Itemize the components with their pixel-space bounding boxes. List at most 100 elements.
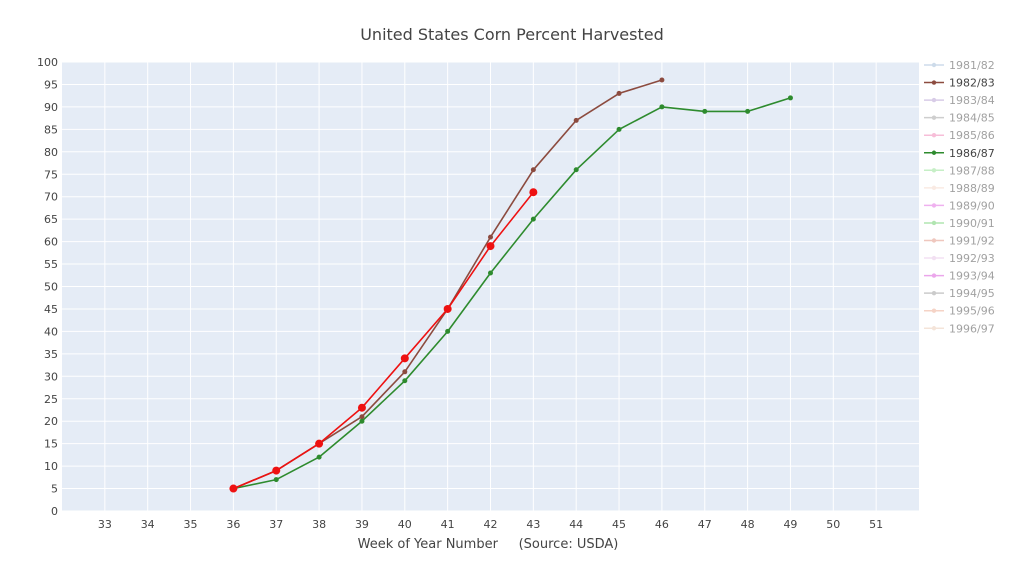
y-tick-label: 30	[44, 370, 58, 383]
legend-label: 1981/82	[949, 59, 995, 72]
legend-swatch-marker	[931, 203, 937, 208]
data-point	[400, 354, 409, 363]
y-tick-label: 40	[44, 325, 58, 338]
x-tick-label: 39	[355, 518, 369, 531]
data-point	[486, 242, 495, 251]
legend-label: 1994/95	[949, 287, 995, 300]
data-point	[573, 167, 579, 173]
legend-swatch-marker	[931, 326, 937, 331]
axis-ticks: 0 5 10 15 20 25 30 35 40 45 50 55 60 65 70 75 80 85 90 95 10…	[37, 56, 883, 531]
y-tick-label: 35	[44, 348, 58, 361]
data-point	[616, 90, 622, 96]
y-tick-label: 5	[51, 483, 58, 496]
legend-item[interactable]: 1981/82	[924, 59, 995, 72]
y-tick-label: 95	[44, 78, 58, 91]
legend-item[interactable]: 1985/86	[924, 129, 995, 142]
y-tick-label: 45	[44, 303, 58, 316]
legend-label: 1996/97	[949, 322, 995, 335]
y-tick-label: 100	[37, 56, 58, 69]
legend-item[interactable]: 1992/93	[924, 252, 995, 265]
data-point	[702, 108, 708, 114]
x-tick-label: 42	[484, 518, 498, 531]
legend-label: 1987/88	[949, 164, 995, 177]
data-point	[659, 104, 665, 110]
legend-swatch-marker	[931, 168, 937, 173]
y-tick-label: 0	[51, 505, 58, 518]
x-tick-label: 38	[312, 518, 326, 531]
y-tick-label: 65	[44, 213, 58, 226]
x-tick-label: 45	[612, 518, 626, 531]
data-point	[272, 466, 281, 475]
legend-item[interactable]: 1989/90	[924, 199, 995, 212]
legend-item[interactable]: 1990/91	[924, 217, 995, 230]
legend-item[interactable]: 1982/83	[924, 77, 995, 90]
legend-item[interactable]: 1987/88	[924, 164, 995, 177]
data-point	[229, 484, 238, 493]
legend-item[interactable]: 1983/84	[924, 94, 995, 107]
x-tick-label: 35	[184, 518, 198, 531]
data-point	[402, 369, 408, 375]
y-tick-label: 10	[44, 460, 58, 473]
legend-label: 1989/90	[949, 199, 995, 212]
data-point	[443, 304, 452, 313]
chart-title: United States Corn Percent Harvested	[360, 25, 664, 44]
x-tick-label: 50	[826, 518, 840, 531]
y-tick-label: 90	[44, 101, 58, 114]
y-tick-label: 60	[44, 236, 58, 249]
data-point	[273, 477, 279, 483]
series-1986-87	[230, 95, 793, 492]
legend-swatch-marker	[931, 115, 937, 120]
legend[interactable]: 1981/82 1982/83 1983/84 1984/85 1985/86 1986/…	[924, 59, 995, 335]
series-line	[233, 97, 791, 490]
data-point	[787, 95, 793, 101]
legend-swatch-marker	[931, 273, 937, 278]
x-tick-label: 51	[869, 518, 883, 531]
data-point	[573, 117, 579, 123]
x-tick-label: 49	[783, 518, 797, 531]
legend-label: 1985/86	[949, 129, 995, 142]
data-point	[315, 439, 324, 448]
legend-label: 1995/96	[949, 305, 995, 318]
y-tick-label: 85	[44, 123, 58, 136]
legend-item[interactable]: 1993/94	[924, 270, 995, 283]
series-current	[229, 188, 538, 493]
data-point	[530, 167, 536, 173]
legend-label: 1982/83	[949, 77, 995, 90]
data-point	[445, 328, 451, 334]
legend-label: 1988/89	[949, 182, 995, 195]
legend-item[interactable]: 1986/87	[924, 147, 995, 160]
data-point	[359, 414, 365, 420]
legend-swatch-marker	[931, 150, 937, 155]
legend-item[interactable]: 1988/89	[924, 182, 995, 195]
y-tick-label: 55	[44, 258, 58, 271]
y-tick-label: 15	[44, 438, 58, 451]
y-tick-label: 20	[44, 415, 58, 428]
x-tick-label: 47	[698, 518, 712, 531]
data-point	[357, 403, 366, 412]
data-point	[402, 378, 408, 384]
data-point	[529, 188, 538, 197]
legend-item[interactable]: 1991/92	[924, 235, 995, 248]
x-tick-label: 46	[655, 518, 669, 531]
data-point	[659, 77, 665, 83]
x-tick-label: 36	[226, 518, 240, 531]
legend-swatch-marker	[931, 185, 937, 191]
x-tick-label: 48	[741, 518, 755, 531]
x-tick-label: 40	[398, 518, 412, 531]
x-tick-label: 41	[441, 518, 455, 531]
legend-item[interactable]: 1994/95	[924, 287, 995, 300]
legend-label: 1984/85	[949, 112, 995, 125]
legend-item[interactable]: 1996/97	[924, 322, 995, 335]
x-tick-label: 33	[98, 518, 112, 531]
data-point	[488, 270, 493, 276]
x-axis-label: Week of Year Number (Source: USDA)	[358, 537, 619, 552]
legend-item[interactable]: 1984/85	[924, 112, 995, 125]
series-layer	[229, 77, 793, 493]
legend-item[interactable]: 1995/96	[924, 305, 995, 318]
x-tick-label: 37	[269, 518, 283, 531]
legend-label: 1990/91	[949, 217, 995, 230]
legend-swatch-marker	[931, 255, 937, 261]
data-point	[745, 108, 751, 114]
